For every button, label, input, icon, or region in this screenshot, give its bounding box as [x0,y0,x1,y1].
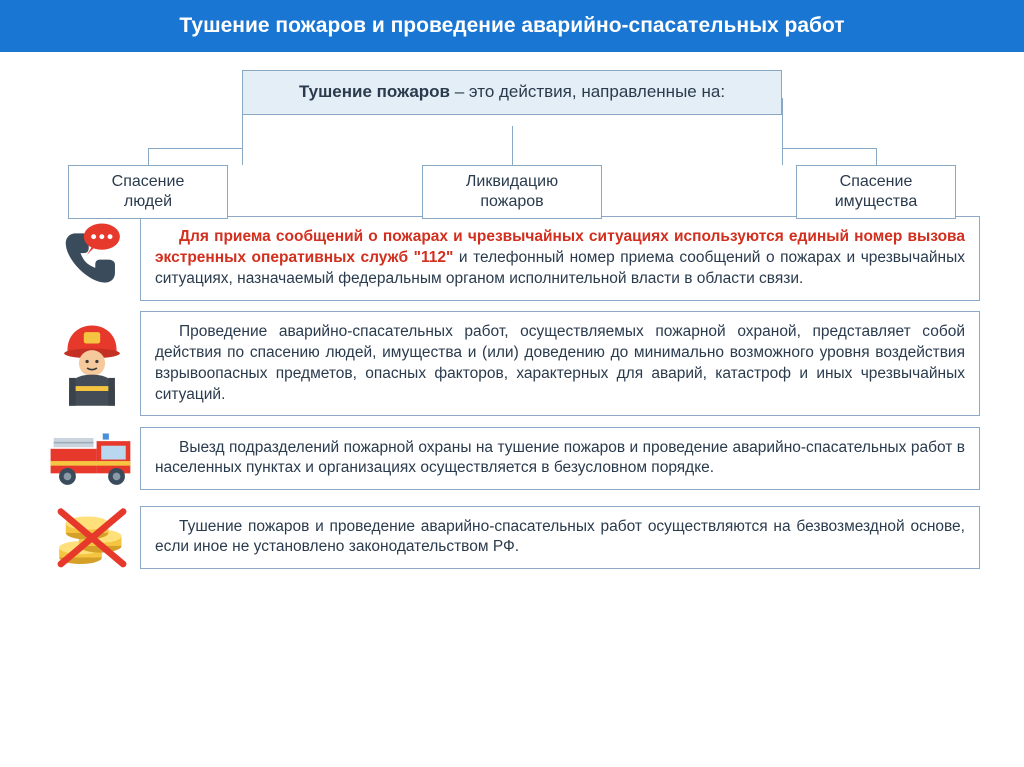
info-row: Тушение пожаров и проведение аварийно-сп… [44,500,980,574]
info-text: Тушение пожаров и проведение аварийно-сп… [155,517,965,559]
connector-line [512,126,513,165]
definition-bold: Тушение пожаров [299,82,450,101]
info-text-box: Проведение аварийно-спасательных работ, … [140,311,980,417]
connector-line [242,98,243,165]
info-row: Для приема сообщений о пожарах и чрезвыч… [44,216,980,301]
definition-rest: – это действия, направленные на: [450,82,725,101]
info-text: Выезд подразделений пожарной охраны на т… [155,438,965,480]
info-text-box: Тушение пожаров и проведение аварийно-сп… [140,506,980,570]
connector-line [148,148,242,149]
info-row: Выезд подразделений пожарной охраны на т… [44,426,980,490]
firefighter-icon [44,319,140,409]
info-row: Проведение аварийно-спасательных работ, … [44,311,980,417]
connector-line [782,98,783,165]
info-text-box: Для приема сообщений о пожарах и чрезвыч… [140,216,980,301]
content-container: Тушение пожаров – это действия, направле… [0,52,1024,594]
branch-left: Спасение людей [68,165,228,219]
coins-cross-icon [44,500,140,574]
connector-line [876,148,877,165]
branch-right: Спасение имущества [796,165,956,219]
branch-mid: Ликвидацию пожаров [422,165,602,219]
info-text-box: Выезд подразделений пожарной охраны на т… [140,427,980,491]
info-text: Проведение аварийно-спасательных работ, … [155,322,965,406]
page-title: Тушение пожаров и проведение аварийно-сп… [0,0,1024,52]
phone-icon [44,217,140,299]
firetruck-icon [44,426,140,490]
info-rows: Для приема сообщений о пожарах и чрезвыч… [44,216,980,574]
connector-line [782,148,876,149]
definition-box: Тушение пожаров – это действия, направле… [242,70,782,115]
definition-tree: Тушение пожаров – это действия, направле… [44,70,980,210]
connector-line [148,148,149,165]
